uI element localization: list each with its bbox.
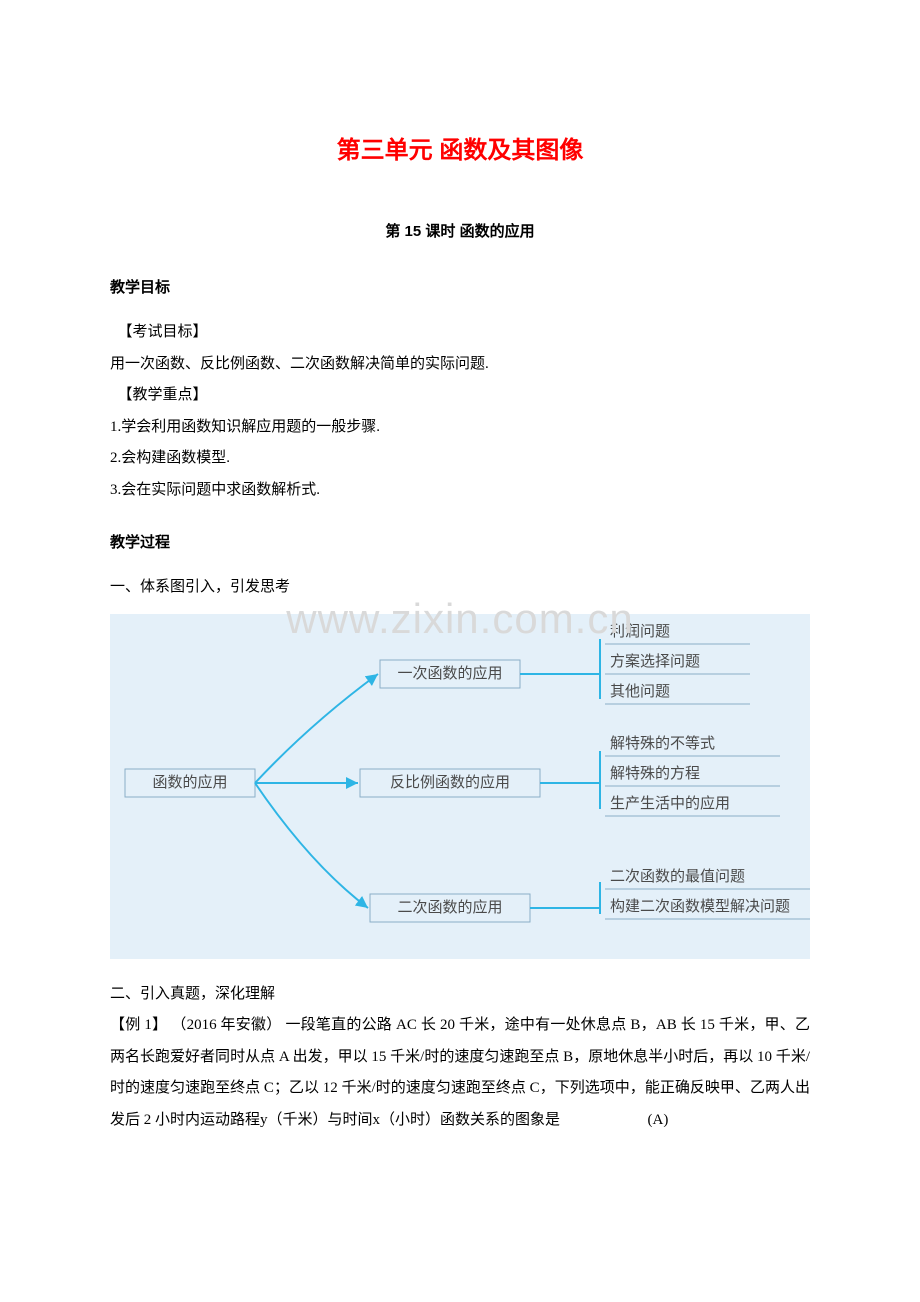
keypoint-3: 3.会在实际问题中求函数解析式. xyxy=(110,475,810,507)
svg-text:其他问题: 其他问题 xyxy=(610,683,670,700)
svg-text:利润问题: 利润问题 xyxy=(610,623,670,640)
part-two-heading: 二、引入真题，深化理解 xyxy=(110,979,810,1011)
svg-text:反比例函数的应用: 反比例函数的应用 xyxy=(390,773,510,791)
svg-text:方案选择问题: 方案选择问题 xyxy=(610,652,700,670)
svg-text:函数的应用: 函数的应用 xyxy=(152,773,227,791)
svg-text:生产生活中的应用: 生产生活中的应用 xyxy=(610,794,730,812)
svg-text:解特殊的方程: 解特殊的方程 xyxy=(610,765,700,782)
objectives-label: 【考试目标】 xyxy=(110,317,810,349)
page-title: 第三单元 函数及其图像 xyxy=(110,130,810,165)
section-header-objectives: 教学目标 xyxy=(110,276,810,297)
keypoint-2: 2.会构建函数模型. xyxy=(110,443,810,475)
keypoints-label: 【教学重点】 xyxy=(110,380,810,412)
svg-text:二次函数的最值问题: 二次函数的最值问题 xyxy=(610,868,745,885)
section-header-process: 教学过程 xyxy=(110,531,810,552)
example1-year: （2016 年安徽） xyxy=(171,1017,281,1033)
svg-text:二次函数的应用: 二次函数的应用 xyxy=(397,898,502,916)
example1-body: 一段笔直的公路 AC 长 20 千米，途中有一处休息点 B，AB 长 15 千米… xyxy=(110,1017,810,1128)
svg-text:解特殊的不等式: 解特殊的不等式 xyxy=(610,734,715,752)
page-subtitle: 第 15 课时 函数的应用 xyxy=(110,220,810,241)
keypoint-1: 1.学会利用函数知识解应用题的一般步骤. xyxy=(110,412,810,444)
example1-answer: (A) xyxy=(648,1112,669,1128)
svg-text:一次函数的应用: 一次函数的应用 xyxy=(397,664,502,682)
objectives-text: 用一次函数、反比例函数、二次函数解决简单的实际问题. xyxy=(110,349,810,381)
concept-diagram: 函数的应用 一次函数的应用 反比例函数的应用 二次函数的应用 利润问题 方案选择… xyxy=(110,614,810,959)
part-one-heading: 一、体系图引入，引发思考 xyxy=(110,572,810,604)
svg-text:构建二次函数模型解决问题: 构建二次函数模型解决问题 xyxy=(610,898,790,915)
diagram-svg: 函数的应用 一次函数的应用 反比例函数的应用 二次函数的应用 利润问题 方案选择… xyxy=(110,614,810,959)
example1-prefix: 【例 1】 xyxy=(110,1017,167,1033)
